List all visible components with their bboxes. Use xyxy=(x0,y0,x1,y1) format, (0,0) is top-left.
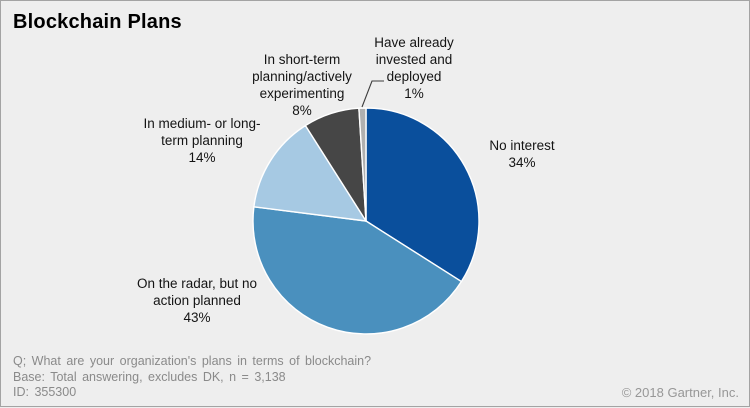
pie-label-line: action planned xyxy=(153,293,241,308)
pie-label-line: 34% xyxy=(508,155,536,170)
pie-label-medium-long-term: In medium- or long-term planning 14% xyxy=(143,115,260,166)
page-title: Blockchain Plans xyxy=(13,11,182,33)
pie-label-line: In medium- or long- xyxy=(143,116,261,131)
pie-label-line: term planning xyxy=(161,133,243,148)
pie-label-line: In short-term xyxy=(263,52,341,67)
pie-label-line: 43% xyxy=(183,310,211,325)
footer-base: Base: Total answering, excludes DK, n = … xyxy=(13,369,286,384)
pie-label-line: 1% xyxy=(404,86,424,101)
pie-label-line: On the radar, but no xyxy=(136,276,258,291)
pie-label-line: 8% xyxy=(292,103,312,118)
footer-notes: Q; What are your organization's plans in… xyxy=(13,354,371,401)
pie-label-line: planning/actively xyxy=(252,69,352,84)
footer-copyright: © 2018 Gartner, Inc. xyxy=(621,385,739,400)
pie-label-line: 14% xyxy=(188,150,216,165)
pie-label-line: No interest xyxy=(489,138,555,153)
pie-label-line: invested and xyxy=(375,52,453,67)
footer-question: Q; What are your organization's plans in… xyxy=(13,354,372,368)
pie-slice-invested-deployed xyxy=(358,107,367,222)
pie-slice-on-the-radar xyxy=(252,206,463,335)
footer-id: ID: 355300 xyxy=(13,385,77,399)
pie-label-short-term: In short-term planning/actively experiment… xyxy=(252,51,352,119)
pie-label-invested-deployed: Have already invested and deployed 1% xyxy=(374,34,454,102)
pie-slice-medium-long-term xyxy=(253,124,367,222)
pie-label-line: experimenting xyxy=(259,86,345,101)
pie-label-line: Have already xyxy=(374,35,454,50)
leader-line-invested-deployed xyxy=(361,80,384,108)
pie-label-line: deployed xyxy=(386,69,442,84)
pie-label-on-the-radar: On the radar, but no action planned 43% xyxy=(137,275,257,326)
pie-label-no-interest: No interest 34% xyxy=(489,137,554,171)
